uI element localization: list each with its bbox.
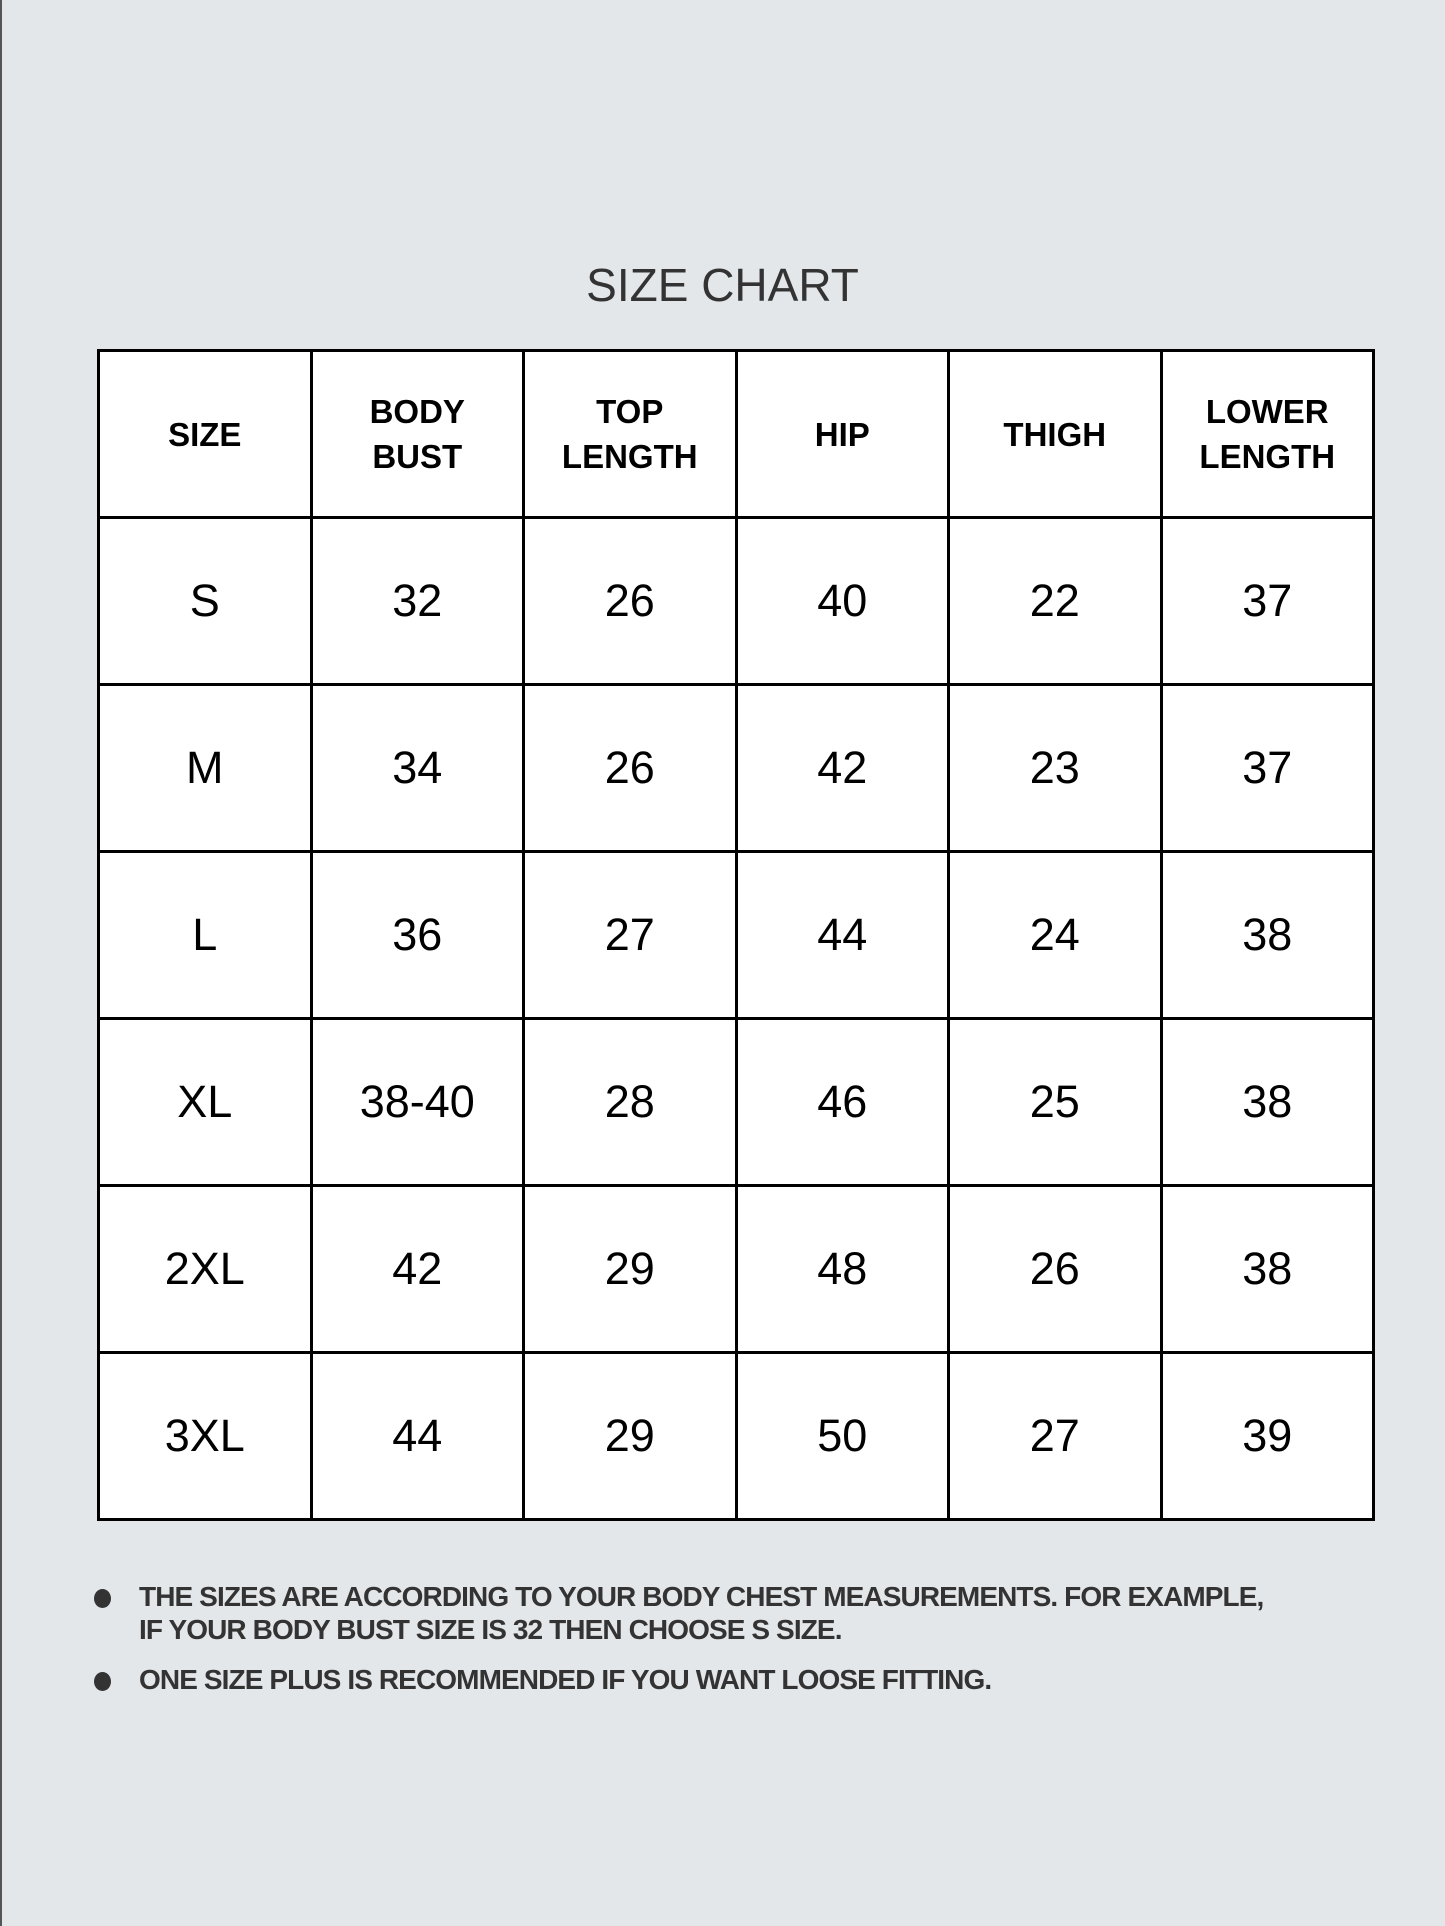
measurement-cell: 42 (309, 1184, 525, 1354)
measurement-cell: 40 (734, 516, 950, 686)
measurement-cell: 36 (309, 850, 525, 1020)
measurement-cell: 22 (947, 516, 1163, 686)
column-header-line: TOP (596, 393, 664, 430)
measurement-cell: 39 (1159, 1351, 1375, 1521)
note-line: ONE SIZE PLUS IS RECOMMENDED IF YOU WANT… (139, 1664, 992, 1695)
measurement-cell: 48 (734, 1184, 950, 1354)
measurement-cell: 44 (734, 850, 950, 1020)
header-row: SIZE BODY BUST TOP LENGTH HIP THIGH LOWER LENGTH (97, 349, 1375, 519)
column-header: THIGH (947, 349, 1163, 519)
measurement-cell: 32 (309, 516, 525, 686)
column-header-line: THIGH (1003, 415, 1107, 453)
note-item: THE SIZES ARE ACCORDING TO YOUR BODY CHE… (92, 1580, 1392, 1646)
column-header-line: BODY (369, 393, 465, 430)
size-cell: L (97, 850, 313, 1020)
measurement-cell: 27 (522, 850, 738, 1020)
column-header: TOP LENGTH (522, 349, 738, 519)
column-header: BODY BUST (309, 349, 525, 519)
measurement-cell: 29 (522, 1351, 738, 1521)
column-header-line: SIZE (168, 415, 242, 453)
measurement-cell: 25 (947, 1017, 1163, 1187)
measurement-cell: 46 (734, 1017, 950, 1187)
measurement-cell: 28 (522, 1017, 738, 1187)
measurement-cell: 37 (1159, 683, 1375, 853)
measurement-cell: 34 (309, 683, 525, 853)
table-row: L 36 27 44 24 38 (97, 850, 1375, 1020)
note-line: THE SIZES ARE ACCORDING TO YOUR BODY CHE… (139, 1581, 1264, 1612)
table-row: 3XL 44 29 50 27 39 (97, 1351, 1375, 1521)
column-header-line: HIP (814, 415, 870, 453)
measurement-cell: 44 (309, 1351, 525, 1521)
column-header-line: LOWER (1205, 393, 1329, 430)
measurement-cell: 42 (734, 683, 950, 853)
measurement-cell: 37 (1159, 516, 1375, 686)
table-row: XL 38-40 28 46 25 38 (97, 1017, 1375, 1187)
size-chart-table: SIZE BODY BUST TOP LENGTH HIP THIGH LOWER LENGTH… (97, 349, 1375, 1521)
size-cell: S (97, 516, 313, 686)
page-edge-line (0, 0, 2, 1926)
notes-list: THE SIZES ARE ACCORDING TO YOUR BODY CHE… (92, 1580, 1392, 1713)
size-cell: 2XL (97, 1184, 313, 1354)
measurement-cell: 26 (947, 1184, 1163, 1354)
measurement-cell: 24 (947, 850, 1163, 1020)
size-cell: XL (97, 1017, 313, 1187)
note-item: ONE SIZE PLUS IS RECOMMENDED IF YOU WANT… (92, 1663, 1392, 1696)
measurement-cell: 38 (1159, 1017, 1375, 1187)
measurement-cell: 23 (947, 683, 1163, 853)
measurement-cell: 38 (1159, 850, 1375, 1020)
column-header: LOWER LENGTH (1159, 349, 1375, 519)
bullet-icon (94, 1672, 111, 1691)
measurement-cell: 50 (734, 1351, 950, 1521)
size-cell: M (97, 683, 313, 853)
measurement-cell: 26 (522, 516, 738, 686)
table-row: S 32 26 40 22 37 (97, 516, 1375, 686)
page-title: SIZE CHART (586, 259, 859, 311)
column-header-line: LENGTH (1199, 438, 1336, 475)
measurement-cell: 38-40 (309, 1017, 525, 1187)
size-cell: 3XL (97, 1351, 313, 1521)
column-header: HIP (734, 349, 950, 519)
column-header-line: LENGTH (561, 438, 698, 475)
measurement-cell: 26 (522, 683, 738, 853)
table-row: 2XL 42 29 48 26 38 (97, 1184, 1375, 1354)
measurement-cell: 38 (1159, 1184, 1375, 1354)
bullet-icon (94, 1589, 111, 1608)
measurement-cell: 27 (947, 1351, 1163, 1521)
table-row: M 34 26 42 23 37 (97, 683, 1375, 853)
measurement-cell: 29 (522, 1184, 738, 1354)
note-line: IF YOUR BODY BUST SIZE IS 32 THEN CHOOSE… (139, 1614, 842, 1645)
column-header: SIZE (97, 349, 313, 519)
column-header-line: BUST (372, 438, 463, 475)
